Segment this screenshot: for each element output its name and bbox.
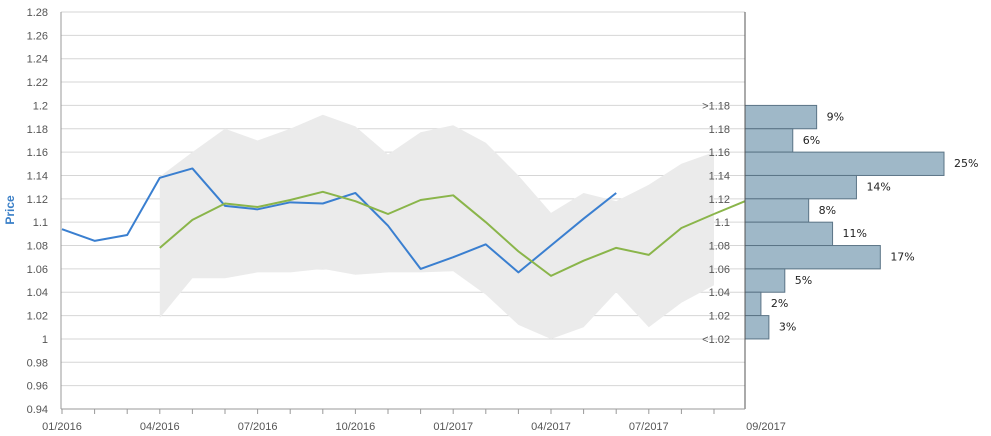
- x-tick-label: 10/2016: [336, 421, 376, 433]
- y-tick-label: 1.06: [27, 264, 48, 276]
- distribution-percent-label: 8%: [819, 204, 836, 217]
- distribution-bin-label: 1.06: [709, 264, 730, 276]
- y-tick-label: 0.96: [27, 381, 48, 393]
- distribution-percent-label: 14%: [866, 180, 890, 193]
- x-tick-label: 07/2017: [629, 421, 669, 433]
- distribution-bar: [744, 221, 834, 247]
- y-tick-label: 1.02: [27, 311, 48, 323]
- x-tick-label: 01/2016: [42, 421, 82, 433]
- distribution-bin-label: 1.02: [709, 311, 730, 323]
- forecast-band: [159, 114, 715, 339]
- y-tick-label: 1.12: [27, 194, 48, 206]
- x-tick-label: 01/2017: [433, 421, 473, 433]
- distribution-bin-label: >1.18: [702, 100, 730, 112]
- distribution-bin-label: 1.1: [715, 217, 730, 229]
- distribution-bar: [744, 174, 857, 200]
- axes: [60, 12, 746, 414]
- y-tick-label: 0.94: [27, 404, 48, 416]
- distribution-percent-label: 3%: [779, 321, 796, 334]
- distribution-bar: [744, 151, 945, 176]
- y-tick-label: 1.18: [27, 124, 48, 136]
- series-extension: [713, 200, 746, 215]
- y-tick-label: 1.2: [33, 100, 48, 112]
- y-tick-label: 1.26: [27, 30, 48, 42]
- distribution-bin-label: 1.18: [709, 124, 730, 136]
- x-tick-label: 09/2017: [746, 421, 786, 433]
- series-line-1: [61, 167, 617, 274]
- distribution-percent-label: 17%: [890, 251, 914, 264]
- distribution-percent-label: 25%: [954, 157, 978, 170]
- distribution-bin-label: 1.08: [709, 241, 730, 253]
- series-line-2: [159, 190, 715, 277]
- x-tick-label: 04/2016: [140, 421, 180, 433]
- distribution-bar: [744, 128, 794, 153]
- distribution-percent-label: 2%: [771, 297, 788, 310]
- distribution-bin-label: 1.16: [709, 147, 730, 159]
- y-tick-label: 1.14: [27, 170, 48, 182]
- distribution-bar: [744, 245, 881, 270]
- distribution-bar: [744, 104, 818, 130]
- series-lines: [61, 167, 746, 277]
- distribution-bin-label: <1.02: [702, 334, 730, 346]
- distribution-bar: [744, 198, 810, 223]
- y-tick-label: 1.08: [27, 241, 48, 253]
- x-tick-label: 04/2017: [531, 421, 571, 433]
- y-tick-label: 1.22: [27, 77, 48, 89]
- distribution-bar: [744, 291, 762, 317]
- y-tick-label: 1.16: [27, 147, 48, 159]
- distribution-bin-label: 1.12: [709, 194, 730, 206]
- forecast-band-area: [159, 114, 715, 339]
- y-tick-label: 1.04: [27, 287, 48, 299]
- distribution-bin-label: 1.04: [709, 287, 730, 299]
- y-axis-title: Price: [3, 195, 17, 225]
- distribution-bar: [744, 315, 770, 340]
- x-tick-label: 07/2016: [238, 421, 278, 433]
- y-tick-label: 0.98: [27, 357, 48, 369]
- distribution-percent-label: 6%: [803, 134, 820, 147]
- distribution-bar: [744, 268, 786, 293]
- distribution-bin-label: 1.14: [709, 170, 730, 182]
- distribution-percent-label: 9%: [827, 110, 844, 123]
- y-tick-label: 1.28: [27, 7, 48, 19]
- y-tick-label: 1: [42, 334, 48, 346]
- y-tick-label: 1.24: [27, 54, 48, 66]
- distribution-percent-label: 5%: [795, 274, 812, 287]
- y-tick-label: 1.1: [33, 217, 48, 229]
- tick-labels: 0.94 0.96 0.98 1 1.02 1.04 1.06 1.08 1.1 1.12 1.14…: [27, 7, 979, 433]
- distribution-percent-label: 11%: [843, 227, 867, 240]
